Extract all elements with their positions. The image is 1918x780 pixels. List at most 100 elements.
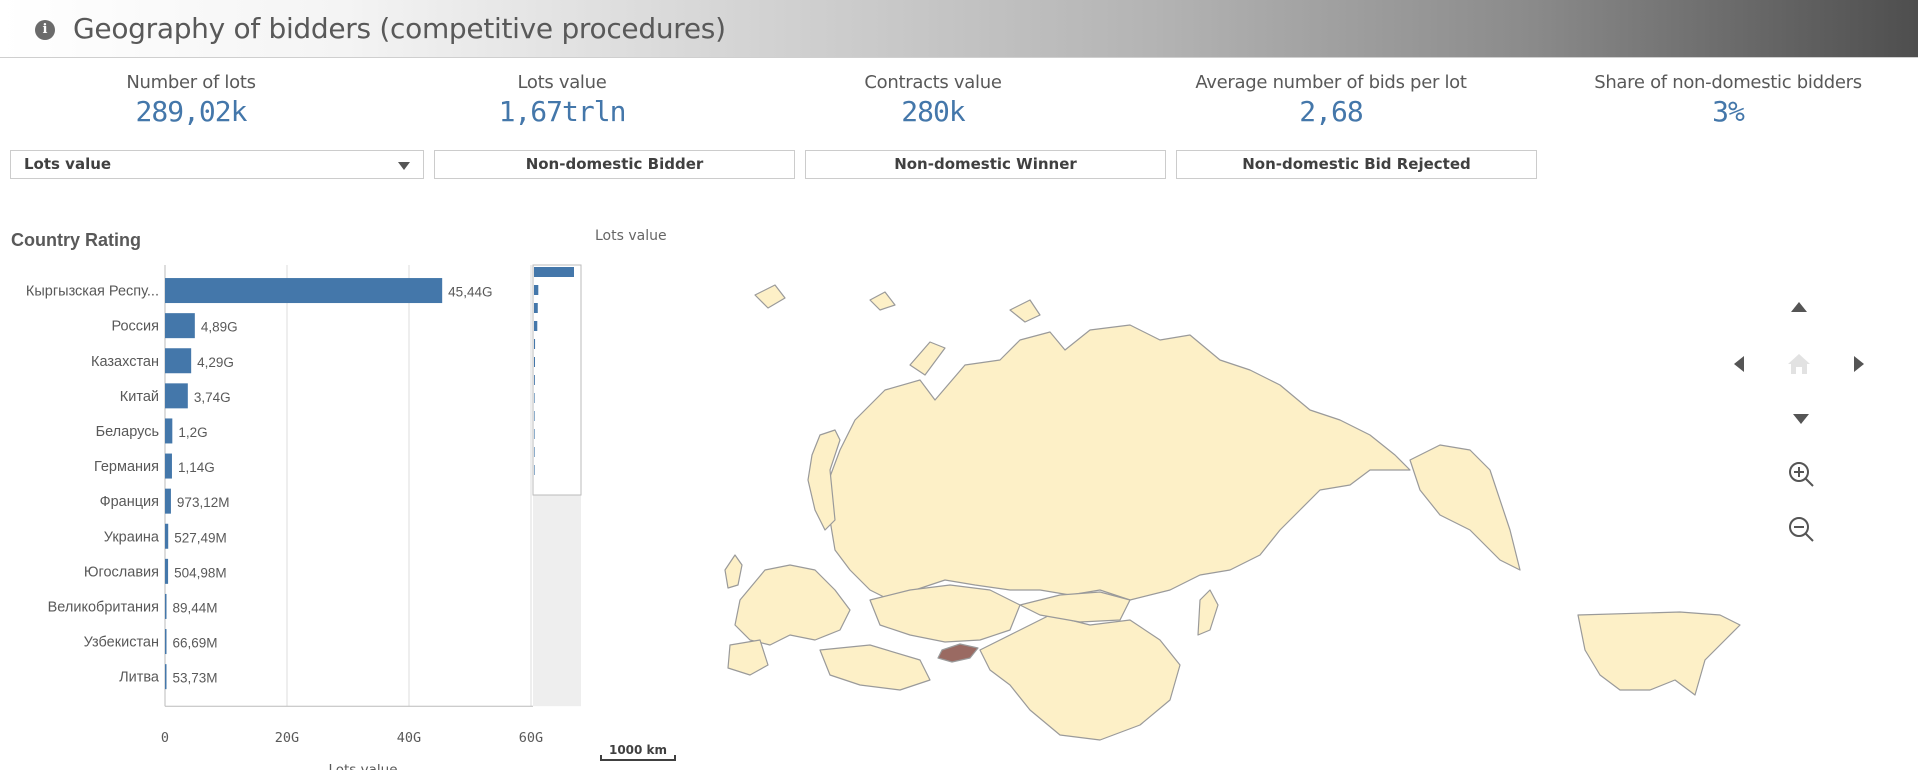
page-title: Geography of bidders (competitive proced…	[73, 12, 726, 45]
data-label: 53,73M	[173, 671, 218, 686]
map-region-japan[interactable]	[1197, 589, 1219, 636]
kpi-label: Average number of bids per lot	[1195, 72, 1467, 93]
map-region-iberia[interactable]	[727, 639, 769, 676]
zoom-out-icon[interactable]	[1785, 513, 1817, 545]
kpi-label: Number of lots	[126, 72, 256, 93]
kpi-average-bids: Average number of bids per lot 2,68	[1181, 72, 1481, 128]
category-label: Казахстан	[91, 354, 159, 370]
data-label: 504,98M	[174, 565, 227, 580]
map-region-kazakhstan[interactable]	[869, 584, 1021, 643]
map-region-svalbard[interactable]	[754, 284, 786, 309]
data-label: 3,74G	[194, 390, 231, 405]
home-icon[interactable]	[1783, 348, 1815, 380]
x-tick-label: 40G	[397, 730, 421, 746]
minichart-bar	[534, 267, 574, 277]
data-label: 4,29G	[197, 355, 234, 370]
minichart-bar	[534, 447, 535, 457]
kpi-contracts-value: Contracts value 280k	[783, 72, 1083, 128]
bar[interactable]	[165, 558, 169, 584]
x-tick-label: 20G	[275, 730, 299, 746]
map-scale-bar: 1000 km	[600, 743, 676, 761]
right-arrow-icon[interactable]	[1842, 348, 1874, 380]
x-tick-label: 0	[161, 730, 169, 746]
bar[interactable]	[165, 664, 167, 690]
world-map[interactable]	[720, 270, 1780, 750]
bar[interactable]	[165, 348, 192, 374]
bar[interactable]	[165, 523, 169, 549]
kpi-value: 289,02k	[135, 95, 247, 128]
category-label: Литва	[119, 670, 160, 686]
bar[interactable]	[165, 313, 195, 339]
down-arrow-icon[interactable]	[1785, 402, 1817, 434]
map-region-middle-east[interactable]	[819, 644, 931, 691]
chart-title: Country Rating	[11, 230, 141, 250]
data-label: 4,89G	[201, 320, 238, 335]
toggle-non-domestic-bidder[interactable]: Non-domestic Bidder	[434, 150, 795, 179]
zoom-in-icon[interactable]	[1785, 458, 1817, 490]
map-region-kyrgyzstan[interactable]	[937, 643, 979, 663]
minichart-bar	[534, 321, 538, 331]
map-region-franz-josef[interactable]	[869, 291, 896, 311]
minichart-thumb[interactable]	[532, 264, 582, 496]
map-region-western-europe[interactable]	[734, 564, 851, 646]
map-region-arctic-islands[interactable]	[1009, 299, 1041, 323]
category-label: Китай	[120, 389, 159, 405]
minichart-bar	[534, 375, 535, 385]
dropdown-selected-value: Lots value	[24, 155, 112, 173]
x-tick-label: 60G	[519, 730, 543, 746]
category-label: Великобритания	[48, 599, 159, 615]
kpi-value: 2,68	[1299, 95, 1363, 128]
bar[interactable]	[165, 593, 167, 619]
map-title: Lots value	[595, 228, 667, 244]
sheet-header: i Geography of bidders (competitive proc…	[0, 0, 1918, 58]
category-label: Узбекистан	[84, 635, 159, 651]
kpi-value: 1,67trln	[498, 95, 627, 128]
category-label: Украина	[104, 529, 160, 545]
minichart-bar	[534, 357, 536, 367]
map-region-scandinavia[interactable]	[807, 429, 841, 531]
scale-line	[600, 755, 676, 761]
map-region-usa[interactable]	[1577, 611, 1741, 696]
data-label: 89,44M	[173, 600, 218, 615]
data-label: 66,69M	[173, 636, 218, 651]
country-rating-bar-chart[interactable]: Кыргызская Респу... 45,44G Россия 4,89G Каза…	[0, 255, 590, 770]
map-region-uk[interactable]	[724, 554, 743, 589]
data-label: 45,44G	[448, 285, 492, 300]
bar[interactable]	[165, 488, 171, 514]
kpi-value: 3%	[1712, 95, 1745, 128]
data-label: 973,12M	[177, 495, 230, 510]
info-icon[interactable]: i	[35, 20, 55, 40]
chevron-down-icon	[398, 162, 410, 170]
kpi-share-non-domestic: Share of non-domestic bidders 3%	[1578, 72, 1878, 128]
left-arrow-icon[interactable]	[1724, 348, 1756, 380]
toggle-non-domestic-winner[interactable]: Non-domestic Winner	[805, 150, 1166, 179]
category-label: Югославия	[84, 564, 159, 580]
toggle-non-domestic-bid-rejected[interactable]: Non-domestic Bid Rejected	[1176, 150, 1537, 179]
minichart-bar	[534, 285, 539, 295]
minichart-bar	[534, 429, 535, 439]
measure-dropdown[interactable]: Lots value	[10, 150, 424, 179]
kpi-label: Contracts value	[864, 72, 1002, 93]
category-label: Россия	[111, 319, 159, 335]
map-region-china[interactable]	[979, 614, 1181, 741]
map-region-russia[interactable]	[824, 324, 1411, 601]
x-axis-label: Lots value	[328, 762, 397, 770]
kpi-label: Lots value	[517, 72, 607, 93]
up-arrow-icon[interactable]	[1783, 292, 1815, 324]
map-region-alaska[interactable]	[1409, 444, 1521, 571]
category-label: Беларусь	[96, 424, 159, 440]
minichart-bar	[534, 411, 535, 421]
map-region-mongolia[interactable]	[1019, 591, 1131, 623]
minichart-bar	[534, 339, 536, 349]
bar[interactable]	[165, 453, 172, 479]
map-region-novaya-zemlya[interactable]	[909, 341, 946, 376]
kpi-value: 280k	[901, 95, 965, 128]
bar[interactable]	[165, 629, 167, 655]
minichart-bar	[534, 465, 535, 475]
scale-label: 1000 km	[608, 743, 668, 757]
minichart-bar	[534, 303, 538, 313]
minichart-bar	[534, 393, 535, 403]
bar[interactable]	[165, 418, 173, 444]
bar[interactable]	[165, 278, 443, 304]
bar[interactable]	[165, 383, 188, 409]
